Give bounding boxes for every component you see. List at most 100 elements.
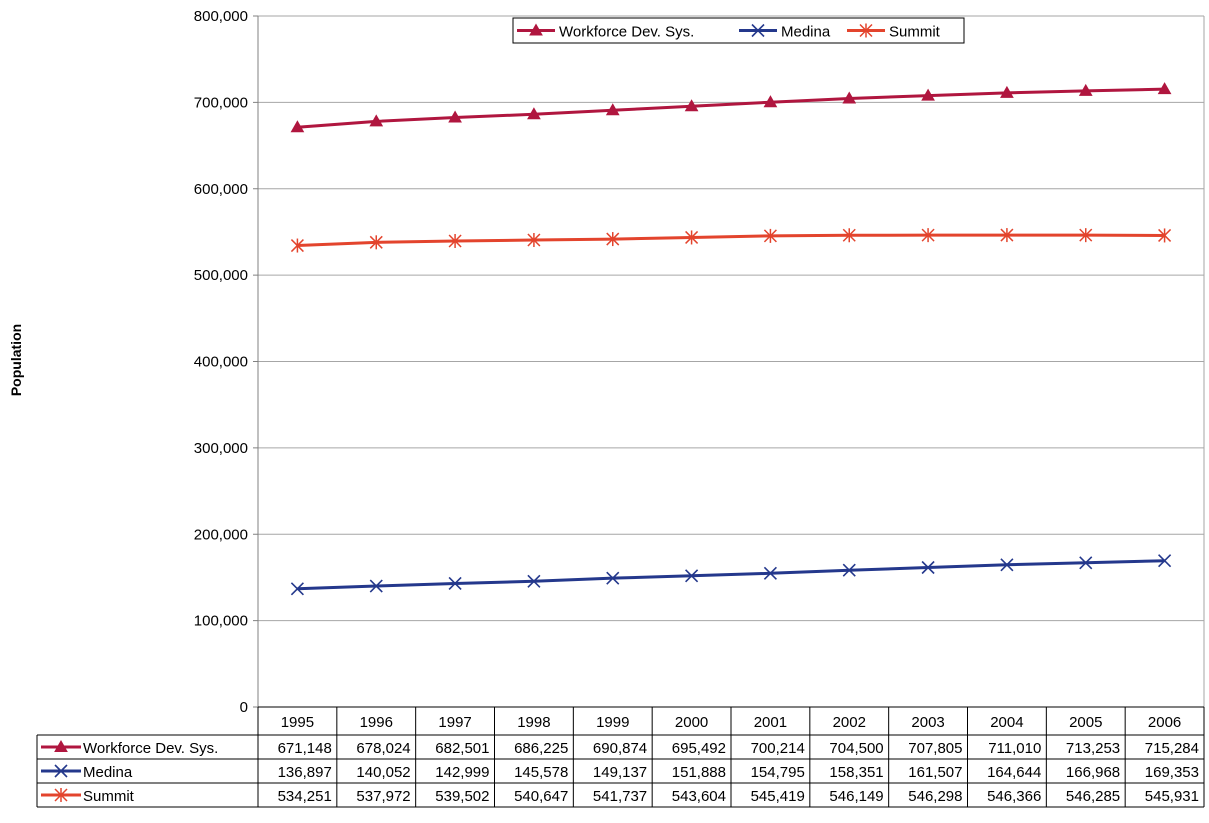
y-tick-label: 100,000 bbox=[194, 613, 248, 630]
data-label: 704,500 bbox=[829, 740, 883, 757]
data-point-0-4 bbox=[605, 103, 620, 116]
data-label: 145,578 bbox=[514, 764, 568, 781]
data-point-1-10 bbox=[1079, 556, 1093, 570]
y-axis-label: Population bbox=[8, 324, 24, 396]
x-tick-label: 2003 bbox=[911, 714, 944, 731]
data-label: 707,805 bbox=[908, 740, 962, 757]
x-tick-label: 2005 bbox=[1069, 714, 1102, 731]
data-label: 545,419 bbox=[751, 788, 805, 805]
data-label: 136,897 bbox=[278, 764, 332, 781]
row-key-marker-1 bbox=[54, 764, 68, 778]
data-point-1-7 bbox=[842, 563, 856, 577]
x-tick-label: 1999 bbox=[596, 714, 629, 731]
data-point-0-6 bbox=[763, 95, 778, 108]
legend-label: Workforce Dev. Sys. bbox=[559, 24, 694, 41]
data-label: 546,298 bbox=[908, 788, 962, 805]
data-label: 700,214 bbox=[751, 740, 805, 757]
data-label: 158,351 bbox=[829, 764, 883, 781]
axes bbox=[257, 16, 1205, 707]
data-label: 711,010 bbox=[988, 740, 1041, 757]
y-tick-labels: 0 100,000 200,000 300,000 400,000 500,000 600,… bbox=[194, 8, 248, 716]
data-point-1-0 bbox=[290, 582, 304, 596]
data-point-1-5 bbox=[685, 569, 699, 583]
data-point-1-2 bbox=[448, 576, 462, 591]
gridlines bbox=[253, 15, 1204, 708]
data-label: 161,507 bbox=[908, 764, 962, 781]
x-tick-label: 2004 bbox=[990, 714, 1023, 731]
data-point-2-11 bbox=[1158, 228, 1172, 243]
data-label: 140,052 bbox=[356, 764, 410, 781]
data-point-2-5 bbox=[685, 230, 699, 245]
data-label: 537,972 bbox=[356, 788, 410, 805]
legend: Workforce Dev. Sys. Medina Summit bbox=[512, 17, 965, 44]
data-point-2-1 bbox=[369, 235, 383, 250]
data-point-1-1 bbox=[369, 579, 383, 593]
data-point-0-3 bbox=[527, 107, 541, 120]
x-tick-label: 1995 bbox=[281, 714, 314, 731]
data-point-2-6 bbox=[763, 228, 777, 243]
data-point-1-8 bbox=[921, 560, 935, 575]
data-point-0-7 bbox=[842, 91, 857, 104]
x-tick-label: 2006 bbox=[1148, 714, 1181, 731]
row-key-marker-2 bbox=[54, 788, 68, 802]
data-point-1-3 bbox=[527, 574, 541, 588]
y-tick-label: 300,000 bbox=[194, 440, 248, 457]
data-point-1-11 bbox=[1158, 554, 1172, 568]
data-point-0-0 bbox=[290, 120, 305, 133]
data-point-1-4 bbox=[606, 571, 620, 585]
data-label: 543,604 bbox=[672, 788, 726, 805]
y-tick-label: 700,000 bbox=[194, 94, 248, 111]
data-label: 686,225 bbox=[514, 740, 568, 757]
data-label: 169,353 bbox=[1145, 764, 1199, 781]
y-tick-label: 200,000 bbox=[194, 526, 248, 543]
data-point-0-11 bbox=[1157, 82, 1172, 95]
data-point-1-9 bbox=[1000, 558, 1014, 572]
data-label: 534,251 bbox=[278, 788, 332, 805]
row-series-name: Medina bbox=[83, 764, 133, 781]
legend-box bbox=[512, 17, 965, 44]
series-line-0 bbox=[297, 87, 1165, 129]
data-table: 1995 1996 1997 1998 1999 2000 2001 2002 2003 2004… bbox=[36, 706, 1205, 808]
row-key-marker-0 bbox=[54, 739, 68, 752]
series-line-2 bbox=[297, 233, 1165, 248]
y-tick-label: 800,000 bbox=[194, 8, 248, 25]
data-label: 713,253 bbox=[1066, 740, 1120, 757]
series-line-1 bbox=[297, 559, 1165, 591]
row-series-name: Summit bbox=[83, 788, 135, 805]
y-tick-label: 0 bbox=[240, 699, 248, 716]
x-tick-label: 1998 bbox=[517, 714, 550, 731]
data-label: 546,366 bbox=[987, 788, 1041, 805]
data-label: 154,795 bbox=[751, 764, 805, 781]
y-tick-label: 500,000 bbox=[194, 267, 248, 284]
legend-key-marker-0 bbox=[529, 23, 543, 36]
data-label: 164,644 bbox=[987, 764, 1041, 781]
x-tick-label: 1997 bbox=[438, 714, 471, 731]
data-label: 151,888 bbox=[672, 764, 726, 781]
data-label: 541,737 bbox=[593, 788, 647, 805]
data-point-0-5 bbox=[684, 99, 699, 112]
data-label: 546,285 bbox=[1066, 788, 1120, 805]
data-point-0-1 bbox=[369, 114, 384, 127]
data-label: 539,502 bbox=[435, 788, 489, 805]
row-series-name: Workforce Dev. Sys. bbox=[83, 740, 218, 757]
x-tick-label: 1996 bbox=[360, 714, 393, 731]
data-label: 671,148 bbox=[278, 740, 332, 757]
data-label: 690,874 bbox=[593, 740, 647, 757]
data-label: 682,501 bbox=[435, 740, 489, 757]
legend-label: Medina bbox=[781, 24, 831, 41]
x-tick-label: 2001 bbox=[754, 714, 787, 731]
data-label: 715,284 bbox=[1145, 740, 1199, 757]
data-label: 545,931 bbox=[1145, 788, 1199, 805]
data-label: 142,999 bbox=[435, 764, 489, 781]
x-tick-label: 2002 bbox=[833, 714, 866, 731]
data-point-2-10 bbox=[1079, 228, 1093, 243]
data-label: 166,968 bbox=[1066, 764, 1120, 781]
data-point-0-2 bbox=[448, 110, 462, 123]
data-point-2-2 bbox=[448, 234, 462, 249]
data-point-2-4 bbox=[606, 232, 620, 247]
data-label: 546,149 bbox=[829, 788, 883, 805]
series-lines bbox=[297, 87, 1165, 591]
data-point-2-3 bbox=[527, 233, 541, 248]
legend-key-marker-1 bbox=[751, 23, 765, 38]
